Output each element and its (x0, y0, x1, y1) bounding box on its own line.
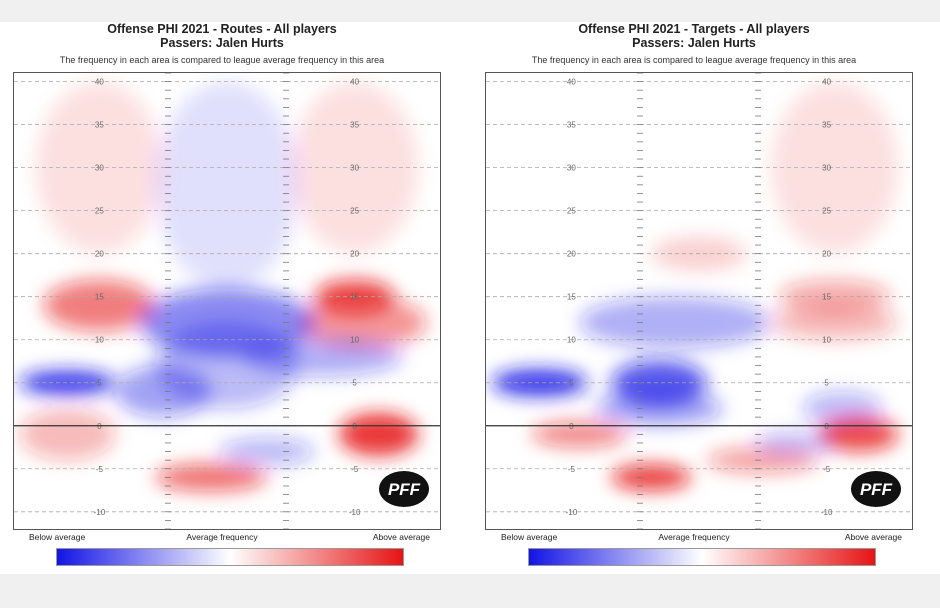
yard-tick-label: 25 (350, 207, 359, 216)
yard-tick-label: 40 (567, 78, 576, 87)
yard-tick-label: 10 (95, 336, 104, 345)
yard-tick-label: 10 (350, 336, 359, 345)
yard-tick-label: 30 (822, 164, 831, 173)
yard-tick-label: 40 (822, 78, 831, 87)
heatmap-hotspot-8 (19, 370, 116, 395)
heatmap-hotspot-4 (579, 296, 771, 349)
heatmap-hotspot-3 (595, 391, 723, 426)
pff-logo-badge (379, 471, 429, 507)
routes-heatmap-svg: 40403535303025252020151510105500-5-5-10-… (14, 73, 440, 529)
yard-tick-label: 25 (822, 207, 831, 216)
chart-subtitle: The frequency in each area is compared t… (531, 55, 857, 65)
yard-tick-label: 20 (350, 250, 359, 259)
yard-tick-label: 15 (822, 293, 831, 302)
scale-label-average: Average frequency (658, 532, 730, 542)
heatmap-hotspot-9 (115, 365, 212, 418)
yard-tick-label: 5 (352, 379, 357, 388)
yard-tick-label: -5 (96, 465, 104, 474)
yard-tick-label: 40 (350, 78, 359, 87)
heatmap-hotspot-14 (219, 437, 315, 466)
heatmap-hotspot-5 (778, 279, 891, 314)
targets-heatmap-field: 40403535303025252020151510105500-5-5-10-… (485, 72, 913, 530)
heatmap-hotspots (19, 81, 427, 492)
yard-tick-label: 15 (567, 293, 576, 302)
yard-tick-label: 15 (95, 293, 104, 302)
chart-title-passers: Passers: Jalen Hurts (632, 36, 756, 50)
scale-label-average: Average frequency (186, 532, 258, 542)
chart-title-passers: Passers: Jalen Hurts (160, 36, 284, 50)
yard-tick-label: 25 (95, 207, 104, 216)
heatmap-hotspot-7 (802, 391, 883, 426)
heatmap-hotspot-2 (43, 279, 156, 332)
pff-logo-text: PFF (860, 480, 893, 499)
heatmap-hotspot-6 (770, 305, 899, 340)
yard-tick-label: -5 (351, 465, 359, 474)
heatmap-hotspot-1 (491, 368, 588, 397)
yard-tick-label: -10 (94, 508, 106, 517)
yard-tick-label: 20 (567, 250, 576, 259)
yard-tick-label: 35 (350, 121, 359, 130)
chart-title: Offense PHI 2021 - Routes - All players (107, 22, 337, 36)
heatmap-hotspot-11 (19, 408, 116, 461)
yard-tick-label: 20 (95, 250, 104, 259)
scale-label-above: Above average (844, 532, 902, 542)
yard-tick-label: 15 (350, 293, 359, 302)
chart-title: Offense PHI 2021 - Targets - All players (578, 22, 810, 36)
targets-heatmap-svg: 40403535303025252020151510105500-5-5-10-… (486, 73, 912, 529)
chart-subtitle: The frequency in each area is compared t… (59, 55, 385, 65)
yard-tick-label: 20 (822, 250, 831, 259)
yard-tick-label: 30 (95, 164, 104, 173)
routes-chart-panel: Offense PHI 2021 - Routes - All players … (2, 22, 442, 570)
heatmap-hotspot-4 (298, 296, 427, 349)
pff-logo: PFF (378, 470, 430, 508)
heatmap-hotspot-13 (754, 432, 835, 454)
heatmap-hotspot-12 (706, 447, 819, 474)
yard-tick-label: 35 (567, 121, 576, 130)
yard-tick-label: 25 (567, 207, 576, 216)
yard-tick-label: 5 (824, 379, 829, 388)
heatmap-hotspot-13 (155, 463, 267, 492)
yard-tick-label: 30 (350, 164, 359, 173)
targets-chart-panel: Offense PHI 2021 - Targets - All players… (474, 22, 914, 570)
pff-logo-badge (851, 471, 901, 507)
scale-label-below: Below average (501, 532, 558, 542)
yard-tick-label: -10 (821, 508, 833, 517)
yard-tick-label: -5 (568, 465, 576, 474)
color-scale-bar (528, 548, 876, 566)
scale-label-below: Below average (29, 532, 86, 542)
heatmap-hotspot-6 (155, 81, 299, 289)
yard-tick-label: 10 (822, 336, 831, 345)
yard-tick-label: -10 (566, 508, 578, 517)
color-scale-bar (56, 548, 404, 566)
yard-tick-label: 10 (567, 336, 576, 345)
yard-tick-label: -5 (823, 465, 831, 474)
yard-tick-label: -10 (349, 508, 361, 517)
heatmap-hotspot-10 (242, 337, 403, 376)
pff-logo-text: PFF (388, 480, 421, 499)
scale-label-above: Above average (372, 532, 430, 542)
yard-tick-label: 5 (569, 379, 574, 388)
yard-tick-label: 35 (822, 121, 831, 130)
heatmap-hotspot-12 (338, 412, 419, 456)
yard-tick-label: 40 (95, 78, 104, 87)
routes-heatmap-field: 40403535303025252020151510105500-5-5-10-… (13, 72, 441, 530)
yard-tick-label: 35 (95, 121, 104, 130)
heatmap-hotspot-9 (531, 421, 628, 448)
pff-logo: PFF (850, 470, 902, 508)
yard-tick-label: 30 (567, 164, 576, 173)
heatmap-hotspot-11 (611, 464, 692, 491)
yard-tick-label: 5 (97, 379, 102, 388)
